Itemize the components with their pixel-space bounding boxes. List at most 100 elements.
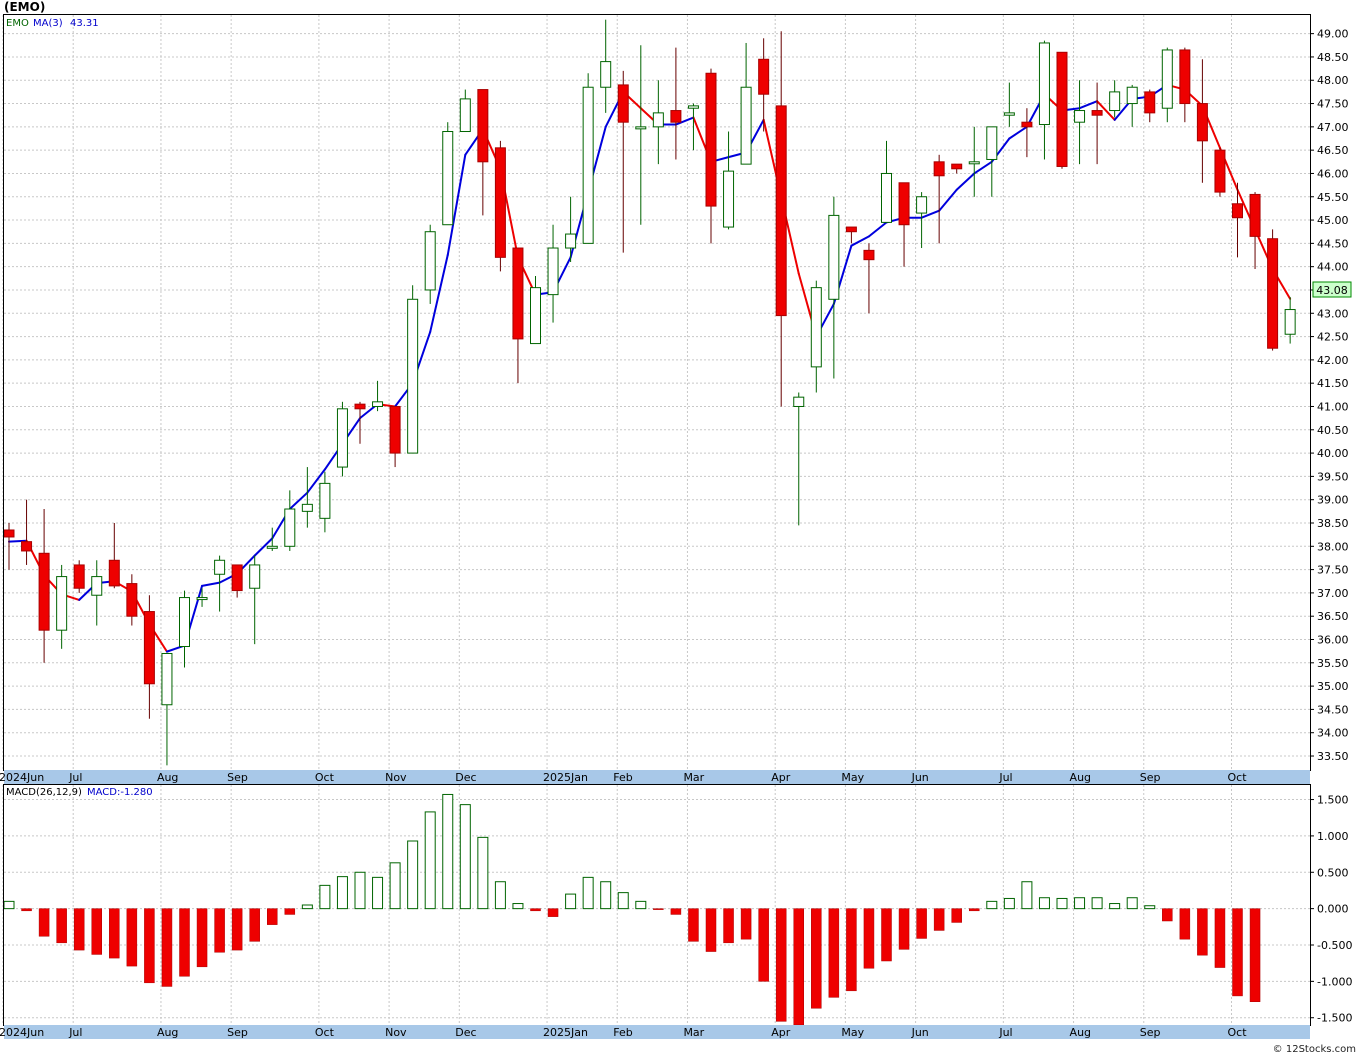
last-price-badge-text: 43.08 — [1316, 284, 1348, 297]
candle — [1109, 80, 1121, 118]
candle-body-down — [73, 564, 85, 589]
price-x-month-label: Apr — [771, 771, 791, 784]
candle-body-up — [1126, 86, 1138, 105]
macd-bar-negative — [828, 908, 840, 998]
macd-bar-positive — [494, 881, 506, 910]
candle — [687, 103, 699, 151]
candle-body-up — [881, 172, 892, 223]
price-y-tick-label: 41.50 — [1317, 377, 1349, 390]
candle-body-up — [740, 86, 752, 165]
macd-bar-positive — [389, 862, 401, 910]
candle-body-up — [652, 112, 664, 128]
candle-body-down — [354, 403, 366, 410]
candle-body-up — [56, 576, 68, 631]
price-y-tick-label: 44.00 — [1317, 261, 1349, 274]
macd-x-month-label: May — [841, 1026, 864, 1039]
candle — [336, 401, 348, 477]
macd-bar-positive — [1144, 905, 1156, 910]
candle — [547, 224, 559, 323]
candle-body-up — [968, 161, 980, 165]
macd-bar-positive — [319, 884, 331, 910]
macd-bar-negative — [1162, 908, 1173, 922]
macd-bar-negative — [214, 908, 225, 953]
candle-body-down — [758, 58, 770, 95]
macd-bar-positive — [336, 876, 348, 910]
ma-segment — [973, 160, 993, 175]
ma-segment — [8, 539, 28, 543]
macd-bar-negative — [740, 908, 752, 940]
macd-bar-negative — [705, 908, 717, 952]
candle-body-up — [161, 652, 173, 706]
ma-segment — [253, 537, 274, 557]
price-y-tick-label: 43.00 — [1317, 307, 1349, 320]
macd-bar-positive — [600, 881, 612, 910]
macd-y-tick-label: -1.500 — [1317, 1012, 1352, 1025]
candle-body-down — [3, 529, 15, 538]
candle — [758, 38, 770, 132]
macd-bar-positive — [372, 876, 384, 910]
candle-body-down — [494, 147, 506, 258]
price-y-tick-label: 38.50 — [1317, 517, 1349, 530]
price-x-month-label: Jul — [68, 771, 82, 784]
price-y-tick-label: 42.00 — [1317, 354, 1349, 367]
legend-ma-label: MA(3) — [33, 18, 63, 29]
candle — [635, 45, 647, 225]
price-y-tick-label: 38.00 — [1317, 540, 1349, 553]
candle-body-down — [1249, 193, 1261, 237]
candle — [600, 19, 612, 113]
candle-body-up — [1003, 112, 1015, 116]
candle — [1214, 147, 1226, 197]
ma-segment — [867, 221, 888, 238]
macd-bar-negative — [863, 908, 875, 969]
macd-bar-positive — [354, 871, 366, 910]
candle — [617, 70, 629, 253]
candle-body-up — [530, 287, 541, 345]
candle-body-up — [284, 508, 296, 547]
macd-bar-negative — [916, 908, 927, 939]
candle-body-down — [21, 541, 33, 552]
candle-body-down — [1196, 103, 1208, 142]
candle — [389, 405, 401, 468]
macd-bar-negative — [284, 908, 296, 915]
price-x-month-label: Sep — [227, 771, 248, 784]
macd-bar-negative — [1179, 908, 1191, 940]
candle-body-up — [442, 131, 454, 226]
macd-x-month-label: Dec — [455, 1026, 476, 1039]
ma-segment — [850, 235, 870, 247]
candle-body-down — [1021, 121, 1033, 128]
price-y-tick-label: 35.50 — [1317, 657, 1349, 670]
candle-body-down — [898, 182, 910, 226]
price-x-month-label: Oct — [1228, 771, 1248, 784]
candle — [863, 243, 875, 314]
candle-body-down — [1214, 149, 1226, 193]
macd-x-month-label: Oct — [1228, 1026, 1248, 1039]
price-y-tick-label: 47.50 — [1317, 98, 1349, 111]
macd-x-month-label: 2025Jan — [543, 1026, 588, 1039]
candle — [775, 31, 787, 407]
candle — [284, 490, 296, 551]
macd-x-month-label: Mar — [683, 1026, 704, 1039]
candle-body-down — [775, 105, 787, 317]
candle — [126, 574, 138, 626]
candle-body-up — [214, 559, 226, 575]
candle — [179, 590, 190, 668]
macd-y-axis: -1.500 -1.000 -0.500 0.000 0.500 1.000 1.500 — [1310, 794, 1352, 1025]
candle-body-down — [933, 161, 945, 177]
macd-bar-positive — [1109, 903, 1121, 910]
candle — [1179, 47, 1191, 123]
price-x-month-label: 2025Jan — [543, 771, 588, 784]
macd-bar-negative — [688, 908, 699, 942]
price-x-month-label: Nov — [385, 771, 407, 784]
ma-segment — [429, 254, 449, 333]
macd-x-month-label: Jun — [911, 1026, 929, 1039]
candle — [1003, 82, 1015, 127]
price-y-tick-label: 46.00 — [1317, 167, 1349, 180]
candle — [951, 163, 963, 174]
candle-body-down — [1144, 91, 1156, 114]
macd-bar-negative — [38, 908, 50, 937]
macd-bar-negative — [267, 908, 278, 925]
candle-body-up — [266, 545, 278, 549]
macd-bar-negative — [231, 908, 243, 951]
ma-segment — [674, 116, 695, 126]
